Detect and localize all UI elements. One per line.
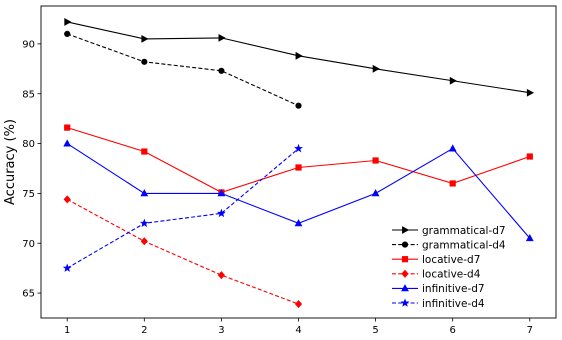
legend-entry-locative-d4: locative-d4 [392,269,481,281]
data-point-grammatical-d4 [141,58,148,65]
y-tick-label: 75 [22,189,35,200]
data-point-grammatical-d7 [64,18,72,26]
series-infinitive-d7 [63,139,534,242]
legend-marker [400,298,410,307]
data-point-grammatical-d7 [218,33,226,42]
legend-marker [402,226,410,234]
y-tick-label: 65 [22,289,35,300]
data-point-locative-d4 [63,195,71,204]
data-point-grammatical-d4 [64,30,71,38]
legend: grammatical-d7 grammatical-d4 locative-d7 l… [392,225,506,310]
data-point-grammatical-d4 [295,102,302,109]
data-point-infinitive-d4 [62,263,72,272]
x-tick-label: 1 [64,325,70,336]
x-tick-label: 2 [141,325,147,336]
data-point-infinitive-d4 [294,143,303,153]
series-grammatical-d7 [64,18,535,97]
data-point-locative-d4 [140,237,148,246]
legend-marker [401,284,409,292]
series-line-infinitive-d4 [66,148,299,269]
data-point-grammatical-d7 [526,88,535,97]
legend-label: locative-d7 [422,254,480,266]
legend-entry-infinitive-d4: infinitive-d4 [392,298,485,310]
y-tick-label: 70 [22,239,35,250]
x-tick-label: 5 [372,325,378,336]
data-point-locative-d4 [217,271,226,280]
data-point-locative-d7 [449,180,456,187]
legend-entry-locative-d7: locative-d7 [392,254,480,266]
x-tick-label: 6 [450,325,456,336]
data-point-infinitive-d4 [216,208,226,218]
data-point-infinitive-d7 [140,189,149,197]
x-tick-label: 3 [218,325,224,336]
axes-layer: 1 2 3 4 5 6 7 65 70 75 80 85 90 [22,39,533,336]
x-tick-label: 4 [295,325,301,336]
plot-layer [62,18,535,309]
series-grammatical-d4 [64,30,302,109]
series-infinitive-d4 [62,143,303,272]
data-point-locative-d7 [372,157,379,164]
series-line-locative-d4 [66,198,299,305]
x-tick-label: 7 [527,325,533,336]
data-point-infinitive-d7 [217,189,226,197]
y-tick-label: 90 [22,39,35,50]
legend-entry-infinitive-d7: infinitive-d7 [392,283,485,295]
data-point-locative-d7 [64,124,71,131]
legend-label: infinitive-d4 [422,298,485,310]
data-point-grammatical-d7 [141,34,149,43]
data-point-grammatical-d4 [218,67,225,74]
data-point-infinitive-d7 [63,139,72,147]
data-point-grammatical-d7 [295,51,303,60]
data-point-grammatical-d7 [372,64,380,73]
legend-label: infinitive-d7 [422,283,485,295]
series-locative-d7 [64,124,533,196]
data-point-locative-d7 [295,164,302,171]
data-point-infinitive-d4 [139,218,149,228]
legend-label: grammatical-d7 [422,225,506,237]
data-point-infinitive-d7 [448,144,457,152]
legend-entry-grammatical-d4: grammatical-d4 [392,239,506,251]
y-tick-label: 85 [22,89,35,100]
data-point-locative-d4 [294,299,303,309]
data-point-locative-d7 [526,153,533,160]
data-point-infinitive-d7 [371,189,380,197]
legend-label: locative-d4 [422,269,481,281]
data-point-infinitive-d7 [525,234,534,242]
series-locative-d4 [63,195,303,309]
legend-label: grammatical-d4 [422,239,506,251]
y-axis-label: Accuracy (%) [3,119,18,205]
legend-entry-grammatical-d7: grammatical-d7 [392,225,506,237]
series-line-grammatical-d4 [67,33,299,107]
legend-marker [401,241,409,248]
data-point-infinitive-d7 [294,219,303,227]
data-point-grammatical-d7 [449,76,457,85]
legend-marker [401,256,409,263]
data-point-locative-d7 [141,148,148,155]
y-tick-label: 80 [22,139,35,150]
legend-marker [401,269,409,278]
